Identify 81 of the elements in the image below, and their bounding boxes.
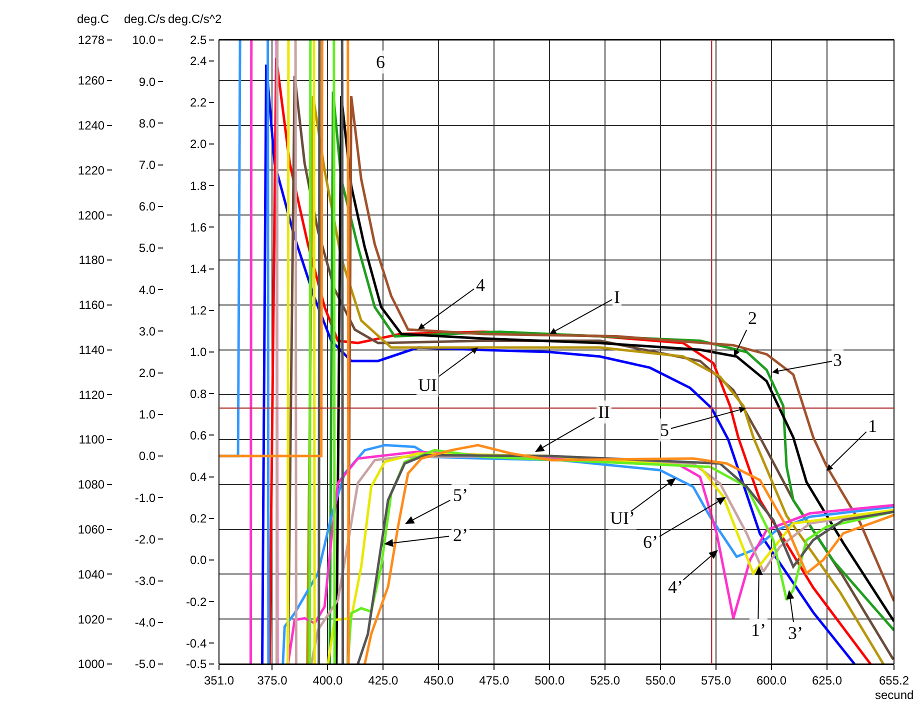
y2-tick-label: 9.0	[138, 74, 156, 89]
y-tick-label: 1240	[78, 118, 105, 132]
y3-tick-label: 1.0	[190, 345, 207, 360]
annotation: 3’	[788, 623, 803, 643]
y3-tick-label: 0.6	[190, 428, 207, 442]
y3-tick-label: 1.6	[190, 220, 207, 234]
y2-tick-label: -5.0	[134, 657, 156, 672]
annotation: 5’	[453, 485, 468, 505]
x-tick-label: 400.0	[312, 673, 344, 688]
annotation: UI’	[610, 508, 635, 528]
x-tick-label: 450.0	[424, 673, 454, 688]
y3-tick-label: 2.2	[190, 96, 207, 110]
annotation: 6	[376, 52, 385, 72]
y2-tick-label: -2.0	[134, 532, 156, 546]
y3-tick-label: 2.5	[190, 33, 207, 48]
x-tick-label: 425.0	[368, 673, 399, 688]
y2-tick-label: 5.0	[138, 241, 156, 256]
y-tick-label: 1100	[78, 432, 105, 447]
y3-tick-label: 0.2	[190, 512, 207, 526]
annotation: 4	[476, 275, 485, 295]
annotation: 1	[868, 416, 877, 436]
y3-tick-label: 0.8	[190, 386, 207, 401]
y2-tick-label: 7.0	[138, 158, 156, 172]
x-tick-label: 375.0	[257, 673, 288, 688]
y-tick-label: 1120	[78, 388, 105, 402]
y3-tick-label: -0.4	[186, 636, 207, 650]
y3-tick-label: 1.2	[190, 304, 207, 318]
y-tick-label: 1220	[78, 163, 105, 178]
x-tick-label: 475.0	[479, 673, 510, 688]
y2-tick-label: 6.0	[138, 200, 156, 214]
x-tick-label: 655.2	[878, 673, 910, 688]
x-axis-title: secund	[875, 688, 914, 702]
y3-axis-title: deg.C/s^2	[168, 12, 222, 26]
y-tick-label: 1160	[78, 298, 105, 312]
x-tick-label: 500.0	[534, 673, 565, 688]
y-tick-label: 1180	[78, 253, 105, 268]
y2-tick-label: 0.0	[138, 449, 156, 464]
y2-tick-label: 3.0	[138, 324, 156, 338]
y-tick-label: 1260	[78, 74, 105, 88]
annotation: 2’	[453, 525, 468, 545]
y2-tick-label: 10.0	[132, 33, 156, 48]
x-tick-label: 550.0	[646, 673, 676, 688]
y-tick-label: 1000	[78, 657, 105, 672]
x-tick-label: 600.0	[756, 673, 787, 688]
y3-tick-label: -0.2	[186, 594, 207, 609]
y-axis-title: deg.C	[77, 12, 110, 26]
y3-tick-label: 0.4	[190, 470, 207, 484]
x-tick-label: 351.0	[204, 673, 234, 688]
y2-tick-label: -1.0	[134, 490, 156, 505]
y2-tick-label: 1.0	[138, 408, 156, 422]
annotation: 6’	[643, 532, 658, 552]
y-tick-label: 1278	[78, 33, 105, 48]
y3-tick-label: 0.0	[190, 553, 207, 568]
annotation: 1’	[751, 620, 766, 640]
annotation: 5	[660, 420, 669, 440]
y3-tick-label: 2.4	[190, 54, 207, 68]
y2-tick-label: 4.0	[138, 282, 156, 297]
annotation: 3	[833, 350, 842, 370]
y-tick-label: 1200	[78, 208, 105, 222]
annotation: II	[598, 402, 610, 422]
y3-tick-label: 1.4	[190, 262, 207, 276]
annotation: 4’	[668, 577, 683, 597]
y-tick-label: 1140	[78, 342, 105, 357]
y2-tick-label: -3.0	[134, 574, 156, 588]
y2-tick-label: 2.0	[138, 366, 156, 380]
x-tick-label: 525.0	[590, 673, 620, 688]
y2-tick-label: -4.0	[134, 616, 156, 630]
y-tick-label: 1080	[78, 478, 105, 492]
y2-tick-label: 8.0	[138, 116, 156, 130]
y2-axis-title: deg.C/s	[124, 12, 166, 26]
annotation: UI	[418, 375, 437, 395]
annotation: 2	[748, 308, 757, 328]
x-tick-label: 575.0	[701, 673, 732, 688]
y-tick-label: 1020	[78, 612, 105, 626]
y-tick-label: 1040	[78, 567, 105, 582]
x-tick-label: 625.0	[812, 673, 842, 688]
annotation: I	[614, 287, 620, 307]
y3-tick-label: -0.5	[186, 657, 207, 672]
y3-tick-label: 1.8	[190, 178, 207, 193]
y3-tick-label: 2.0	[190, 137, 207, 152]
y-tick-label: 1060	[78, 522, 105, 537]
